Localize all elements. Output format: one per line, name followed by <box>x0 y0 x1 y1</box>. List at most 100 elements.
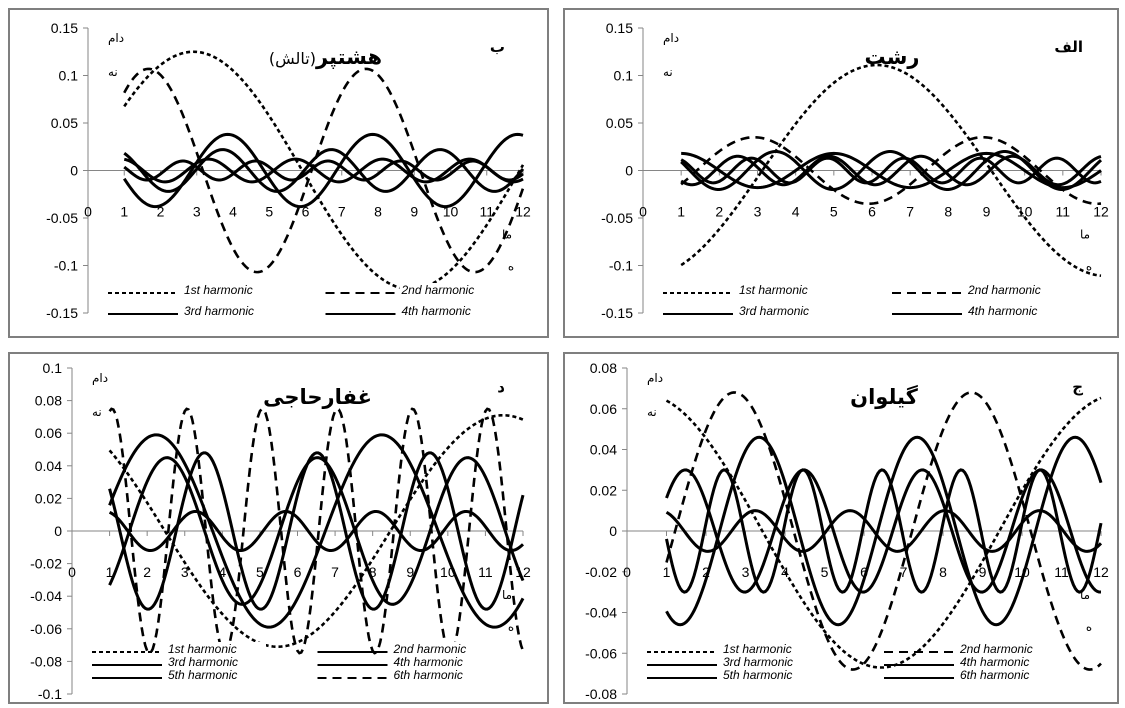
legend-text-bg <box>166 668 266 681</box>
x-tick-label: 6 <box>294 564 302 580</box>
series-line-6 <box>665 468 1103 594</box>
legend-text-bg <box>166 655 266 668</box>
y-axis-label: نه <box>108 65 118 79</box>
x-tick-label: 5 <box>821 564 829 580</box>
x-tick-label: 12 <box>1093 564 1109 580</box>
y-tick-label: 0.1 <box>614 68 634 84</box>
series-line-2 <box>665 391 1102 671</box>
series-line-2 <box>108 433 525 629</box>
legend-text-bg <box>399 304 500 317</box>
series-line-5 <box>680 154 1102 187</box>
series-line-4 <box>665 468 1102 594</box>
chart-svg: 0.1 0.08 0.06 0.04 0.02 0 -0.02 -0.04 -0.06 -0.08… <box>30 360 531 702</box>
x-axis-label: ما <box>502 588 512 602</box>
x-tick-label: 4 <box>792 204 800 220</box>
legend-text-bg <box>958 655 1058 668</box>
y-tick-label: -0.08 <box>585 686 617 702</box>
x-tick-label: 9 <box>406 564 414 580</box>
legend-text-bg <box>737 283 837 296</box>
legend-text-bg <box>737 304 837 317</box>
chart-panel-gilvan: 0.08 0.06 0.04 0.02 0 -0.02 -0.04 -0.06 -0.08 0 1 2… <box>563 352 1119 704</box>
legend-entry: 1st harmonic <box>723 642 792 656</box>
x-tick-label: 5 <box>265 204 273 220</box>
x-tick-label: 3 <box>754 204 762 220</box>
x-tick-label: 9 <box>410 204 418 220</box>
chart-title-sub: (تالش) <box>269 49 316 69</box>
chart-title: غفارحاجی <box>263 385 372 409</box>
x-tick-label: 12 <box>1093 204 1109 220</box>
legend-entry: 4th harmonic <box>960 655 1029 669</box>
x-tick-label: 1 <box>663 564 671 580</box>
legend-entry: 3rd harmonic <box>739 304 809 318</box>
y-tick-label: 0 <box>609 523 617 539</box>
x-axis-label: ما <box>1080 588 1090 602</box>
legend-text-bg <box>182 283 282 296</box>
y-tick-label: -0.1 <box>38 686 62 702</box>
panel-letter: ب <box>490 38 505 56</box>
y-axis-label: نه <box>92 405 102 419</box>
chart-title: هشتپر(تالش) <box>269 45 382 69</box>
series-line-5 <box>665 509 1103 553</box>
legend-entry: 3rd harmonic <box>168 655 238 669</box>
legend-text-bg <box>966 283 1066 296</box>
x-tick-label: 0 <box>84 204 92 220</box>
x-tick-label: 11 <box>1056 204 1071 220</box>
series-line-3 <box>122 132 524 209</box>
series-line-6 <box>680 156 1102 185</box>
y-tick-label: 0.08 <box>35 393 62 409</box>
x-tick-label: 6 <box>860 564 868 580</box>
x-tick-label: 7 <box>900 564 908 580</box>
legend-text-bg <box>391 655 492 668</box>
legend-entry: 1st harmonic <box>739 283 808 297</box>
legend-text-bg <box>721 668 821 681</box>
x-tick-label: 12 <box>515 204 531 220</box>
series-line-5 <box>108 509 525 553</box>
y-tick-label: -0.15 <box>46 305 78 321</box>
y-tick-label: 0.15 <box>51 20 78 36</box>
legend-entry: 6th harmonic <box>960 668 1029 682</box>
x-tick-label: 8 <box>374 204 382 220</box>
legend-entry: 1st harmonic <box>184 283 253 297</box>
x-tick-label: 0 <box>68 564 76 580</box>
y-tick-label: 0 <box>625 163 633 179</box>
legend-text-bg <box>958 642 1058 655</box>
panel-letter: ج <box>1072 378 1083 396</box>
x-tick-label: 8 <box>369 564 377 580</box>
series-line-1 <box>108 413 524 649</box>
x-tick-label: 1 <box>677 204 685 220</box>
y-tick-label: -0.02 <box>30 556 62 572</box>
legend-entry: 6th harmonic <box>394 668 463 682</box>
y-tick-label: 0 <box>70 163 78 179</box>
x-tick-label: 6 <box>302 204 310 220</box>
y-tick-label: -0.1 <box>54 258 78 274</box>
legend-entry: 3rd harmonic <box>184 304 254 318</box>
x-tick-label: 3 <box>193 204 201 220</box>
legend-entry: 4th harmonic <box>968 304 1037 318</box>
x-tick-label: 5 <box>256 564 264 580</box>
y-tick-label: -0.08 <box>30 653 62 669</box>
x-tick-label: 11 <box>478 564 493 580</box>
chart-svg: 0.080.060.040.020-0.02-0.04-0.06-0.080 1 2… <box>585 360 1109 702</box>
legend-entry: 3rd harmonic <box>723 655 793 669</box>
chart-panel-hashtpar: 0.15 0.1 0.05 0 -0.05 -0.1 -0.15 0 1 2 3 4 5 6 7 8 9 10 11… <box>8 8 549 338</box>
x-tick-label: 7 <box>906 204 914 220</box>
x-tick-label: 10 <box>1017 204 1033 220</box>
chart-panel-rasht: 0.15 0.1 0.05 0 -0.05 -0.1 -0.15 0 1 2 3 4 5 6 7 8 9 10 11… <box>563 8 1119 338</box>
y-tick-label: 0.05 <box>606 115 633 131</box>
legend-entry: 5th harmonic <box>168 668 237 682</box>
chart-title-main: هشتپر <box>315 45 382 69</box>
y-axis-label: دام <box>663 31 679 45</box>
series-line-1 <box>123 50 525 291</box>
x-tick-label: 11 <box>479 204 494 220</box>
x-axis-label: ه <box>508 260 514 274</box>
y-axis-label: نه <box>647 405 657 419</box>
panel-letter: الف <box>1054 38 1083 56</box>
chart-title-main: رشت <box>865 45 920 69</box>
y-tick-label: 0.02 <box>35 490 62 506</box>
x-tick-label: 2 <box>715 204 723 220</box>
series-line-5 <box>123 157 524 184</box>
y-tick-label: -0.05 <box>601 210 633 226</box>
y-tick-label: -0.04 <box>585 605 617 621</box>
series-line-2 <box>123 67 525 274</box>
x-axis-label: ه <box>1086 620 1092 634</box>
